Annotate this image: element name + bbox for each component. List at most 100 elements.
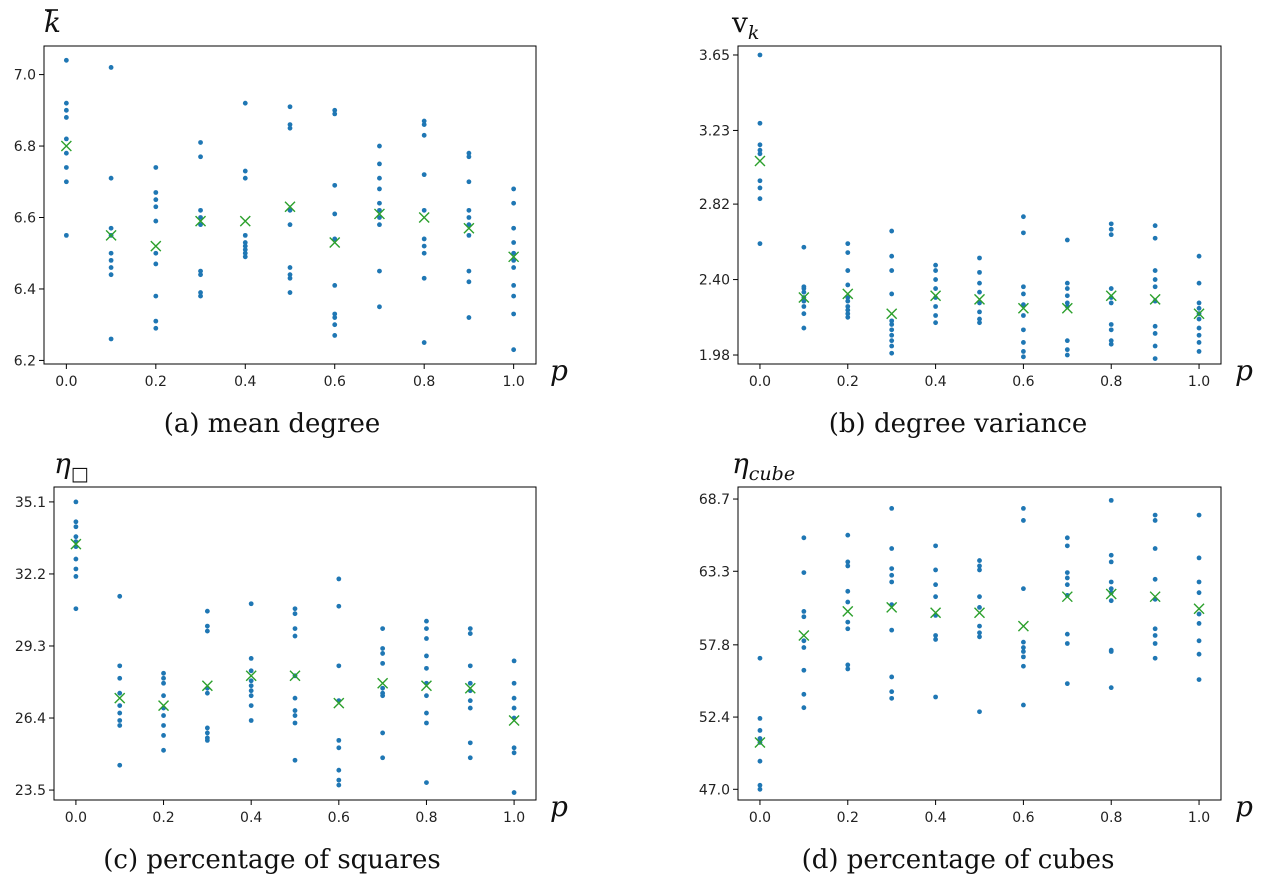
sample-point	[153, 190, 159, 195]
sample-point	[845, 295, 851, 300]
sample-point	[380, 660, 386, 666]
sample-point	[248, 678, 254, 684]
y-axis-label: k	[44, 6, 61, 39]
sample-point	[287, 275, 293, 281]
sample-point	[421, 122, 427, 128]
sample-point	[1021, 506, 1026, 511]
sample-point	[757, 178, 763, 184]
y-tick-label: 6.8	[14, 139, 36, 155]
sample-point	[933, 594, 938, 600]
sample-point	[292, 695, 298, 701]
sample-point	[1196, 300, 1202, 306]
sample-point	[287, 265, 293, 270]
x-tick-label: 0.4	[924, 374, 946, 390]
sample-point	[511, 186, 517, 192]
sample-point	[242, 175, 248, 181]
sample-point	[845, 311, 851, 317]
sample-point	[1108, 338, 1114, 344]
sample-point	[757, 151, 763, 157]
sample-point	[845, 666, 851, 672]
x-axis-label: p	[550, 354, 568, 387]
sample-point	[161, 747, 166, 753]
sample-point	[466, 150, 472, 156]
x-tick-label: 0.0	[65, 810, 87, 826]
y-tick-label: 2.40	[699, 273, 730, 289]
sample-point	[1152, 235, 1158, 241]
sample-point	[1021, 284, 1026, 290]
sample-point	[845, 532, 851, 538]
y-tick-label: 23.5	[15, 783, 46, 799]
y-tick-label: 35.1	[15, 495, 46, 511]
x-tick-label: 1.0	[1188, 374, 1210, 390]
sample-point	[467, 680, 473, 686]
mean-marker	[1105, 290, 1117, 302]
sample-point	[117, 710, 123, 716]
mean-marker	[333, 697, 345, 709]
sample-point	[1021, 354, 1026, 360]
sample-point	[466, 179, 472, 185]
x-tick-label: 1.0	[503, 374, 525, 390]
sample-point	[380, 646, 386, 651]
sample-point	[332, 182, 338, 188]
sample-point	[801, 691, 807, 697]
sample-point	[1108, 559, 1114, 565]
sample-point	[63, 150, 69, 156]
mean-marker	[974, 293, 985, 305]
sample-point	[1064, 535, 1070, 541]
x-tick-label: 1.0	[503, 810, 525, 826]
sample-point	[1196, 651, 1202, 657]
sample-point	[977, 567, 982, 573]
plot-frame	[737, 486, 1222, 801]
sample-point	[73, 556, 79, 562]
sample-point	[1108, 586, 1114, 592]
x-tick-label: 0.8	[415, 810, 437, 826]
sample-point	[1021, 649, 1026, 654]
sample-point	[889, 332, 895, 338]
sample-point	[117, 703, 123, 709]
y-tick-label: 68.7	[699, 492, 730, 508]
sample-point	[1108, 232, 1114, 238]
sample-point	[1196, 325, 1202, 331]
sample-point	[336, 603, 342, 609]
sample-point	[292, 708, 298, 713]
sample-point	[204, 623, 210, 629]
sample-point	[511, 745, 517, 751]
sample-point	[198, 140, 203, 145]
sample-point	[287, 104, 293, 110]
sample-point	[1021, 639, 1026, 645]
sample-point	[1064, 347, 1070, 353]
sample-point	[204, 628, 210, 634]
sample-point	[377, 222, 382, 228]
y-tick-label: 57.8	[699, 638, 730, 654]
sample-point	[511, 750, 517, 756]
sample-point	[889, 338, 895, 344]
sample-point	[757, 716, 763, 721]
sample-point	[336, 777, 342, 783]
sample-point	[1152, 356, 1158, 362]
panel-caption: (c) percentage of squares	[103, 845, 440, 875]
sample-point	[248, 718, 254, 723]
mean-marker	[289, 670, 301, 682]
mean-marker	[1149, 591, 1161, 603]
sample-point	[889, 695, 895, 701]
sample-point	[117, 723, 123, 728]
sample-point	[933, 313, 938, 318]
sample-point	[467, 755, 473, 761]
sample-point	[332, 333, 338, 338]
mean-marker	[930, 607, 942, 619]
sample-point	[63, 136, 69, 142]
sample-point	[1021, 663, 1026, 669]
x-tick-label: 0.0	[749, 374, 771, 390]
mean-marker	[754, 155, 766, 167]
sample-point	[248, 656, 254, 661]
sample-point	[1108, 685, 1114, 691]
sample-point	[424, 618, 429, 624]
sample-point	[117, 690, 123, 696]
y-axis-label: ηcube	[732, 447, 795, 485]
mean-marker	[201, 680, 213, 692]
sample-point	[757, 655, 763, 661]
sample-point	[889, 627, 895, 633]
sample-point	[198, 268, 203, 274]
sample-point	[153, 318, 159, 324]
y-tick-label: 1.98	[699, 348, 730, 364]
